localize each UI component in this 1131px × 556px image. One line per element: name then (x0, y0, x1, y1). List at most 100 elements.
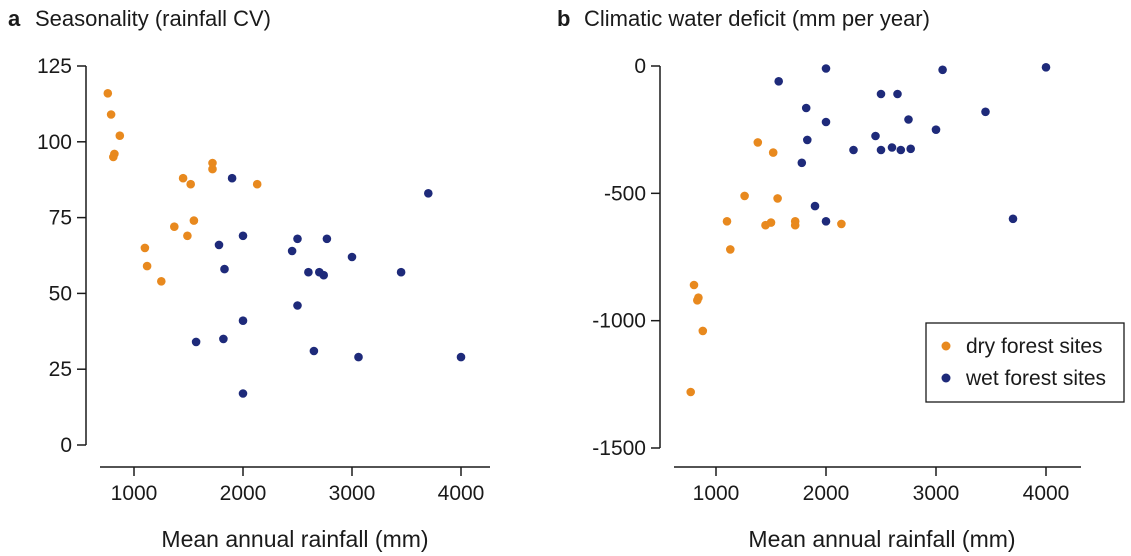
panel-a-title: Seasonality (rainfall CV) (35, 6, 271, 31)
legend-box (925, 322, 1125, 403)
panel-b-letter: b (557, 6, 570, 31)
x-tick-label: 2000 (803, 482, 850, 505)
dry-forest-point (178, 173, 188, 183)
dry-forest-point (722, 217, 732, 226)
wet-forest-point (322, 234, 332, 244)
wet-forest-point (871, 131, 880, 141)
panel-b-axes: -1500 -1000 -500 0 1000 2000 3000 4000 (592, 55, 1081, 505)
dry-forest-point (109, 152, 118, 162)
x-tick-label: 2000 (220, 482, 267, 505)
y-tick-label: 75 (49, 207, 72, 230)
dry-forest-point (773, 194, 782, 203)
wet-forest-point (803, 135, 812, 145)
wet-forest-point (801, 103, 811, 113)
wet-forest-point (214, 240, 224, 250)
dry-forest-point (837, 219, 846, 229)
x-tick-label: 1000 (693, 482, 740, 505)
x-tick-label: 3000 (329, 482, 376, 505)
dry-forest-point (142, 261, 152, 271)
dry-forest-point (753, 138, 763, 147)
y-tick-label: -500 (604, 182, 646, 205)
dry-forest-point (170, 222, 179, 231)
wet-forest-point (309, 346, 319, 356)
wet-forest-point (396, 267, 406, 277)
wet-forest-point (219, 334, 228, 344)
wet-forest-point (931, 125, 941, 134)
y-tick-label: 125 (37, 55, 72, 78)
dry-forest-point (208, 164, 217, 174)
wet-forest-point (287, 246, 297, 256)
dry-forest-point (698, 326, 708, 336)
panel-a-axes: 0 25 50 75 100 125 1000 2000 3000 4000 (37, 55, 490, 505)
wet-forest-point (893, 89, 902, 99)
wet-forest-point (821, 64, 831, 73)
wet-forest-point (810, 201, 820, 211)
wet-forest-point (238, 231, 248, 241)
legend: dry forest sites wet forest sites (925, 322, 1125, 403)
dry-forest-point (115, 131, 125, 140)
dry-forest-point (693, 296, 702, 305)
wet-forest-point (293, 234, 302, 244)
wet-forest-point (293, 301, 302, 310)
wet-forest-point (904, 115, 913, 124)
wet-forest-point (304, 267, 313, 277)
dry-forest-point (686, 387, 695, 397)
wet-forest-point (821, 217, 831, 226)
wet-forest-point (347, 252, 357, 262)
panel-b-x-axis-label: Mean annual rainfall (mm) (748, 526, 1015, 552)
wet-forest-point (849, 145, 858, 155)
dry-forest-point (252, 179, 262, 189)
panel-b-title: Climatic water deficit (mm per year) (584, 6, 930, 31)
wet-forest-point (774, 77, 783, 86)
wet-forest-point (887, 143, 897, 152)
y-tick-label: 100 (37, 131, 72, 154)
legend-marker-wet (941, 373, 951, 383)
legend-marker-dry (941, 341, 951, 351)
wet-forest-point (876, 89, 886, 99)
x-tick-label: 1000 (111, 482, 158, 505)
dry-forest-point (208, 158, 217, 168)
wet-forest-point (821, 117, 831, 127)
dry-forest-point (183, 231, 192, 241)
x-tick-label: 4000 (438, 482, 485, 505)
dry-forest-point (106, 110, 116, 119)
dry-forest-point (157, 277, 166, 286)
y-tick-label: -1500 (592, 437, 646, 460)
dry-forest-point (689, 280, 699, 290)
y-tick-label: 50 (49, 282, 72, 305)
x-tick-label: 4000 (1023, 482, 1070, 505)
wet-forest-point (1008, 214, 1018, 224)
wet-forest-point (938, 65, 947, 75)
legend-label-wet: wet forest sites (965, 367, 1106, 390)
panel-a-seasonality: a Seasonality (rainfall CV) 0 25 50 75 100 12… (8, 6, 490, 552)
wet-forest-point (220, 264, 229, 274)
dry-forest-point (189, 216, 199, 225)
wet-forest-point (797, 158, 807, 168)
wet-forest-point (906, 144, 915, 154)
y-tick-label: 25 (49, 358, 72, 381)
x-tick-label: 3000 (913, 482, 960, 505)
dry-forest-point (768, 148, 778, 157)
wet-forest-point (1041, 63, 1051, 72)
dry-forest-point (740, 191, 749, 201)
y-tick-label: 0 (60, 434, 72, 457)
panel-a-letter: a (8, 6, 21, 31)
dry-forest-point (103, 89, 113, 98)
legend-label-dry: dry forest sites (966, 335, 1103, 358)
wet-forest-point (456, 352, 466, 362)
y-tick-label: -1000 (592, 310, 646, 333)
panel-a-x-axis-label: Mean annual rainfall (mm) (161, 526, 428, 552)
dry-forest-point (726, 245, 735, 254)
panel-b-water-deficit: b Climatic water deficit (mm per year) -… (557, 6, 1081, 552)
dry-forest-point (186, 179, 195, 189)
wet-forest-point (238, 316, 248, 326)
dry-forest-point (140, 243, 150, 253)
wet-forest-point (319, 270, 329, 280)
wet-forest-point (238, 389, 248, 398)
y-tick-label: 0 (634, 55, 646, 78)
wet-forest-point (354, 352, 363, 362)
dry-forest-point (766, 218, 776, 227)
wet-forest-point (424, 189, 433, 198)
wet-forest-point (896, 145, 906, 155)
